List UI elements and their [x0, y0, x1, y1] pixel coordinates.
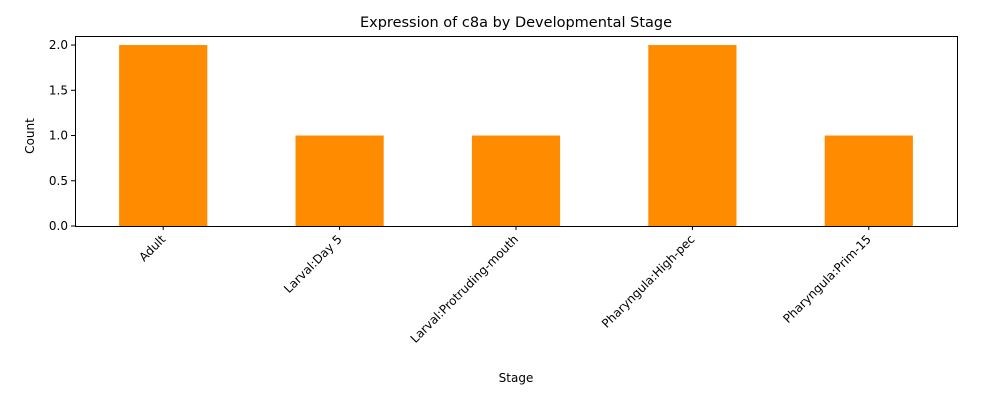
y-axis-label: Count	[23, 118, 37, 154]
chart-title: Expression of c8a by Developmental Stage	[360, 15, 672, 31]
x-tick-label-0: Adult	[136, 232, 168, 264]
y-tick-label-3: 1.5	[49, 83, 68, 97]
plot-frame	[75, 36, 958, 227]
x-axis-ticks: Adult Larval:Day 5 Larval:Protruding-mouth…	[136, 226, 874, 346]
bar-4	[824, 135, 913, 226]
x-axis-label: Stage	[499, 371, 534, 385]
bar-0	[119, 45, 208, 226]
x-tick-label-2: Larval:Protruding-mouth	[408, 232, 522, 346]
x-tick-label-1: Larval:Day 5	[281, 232, 345, 296]
y-tick-label-2: 1.0	[49, 129, 68, 143]
y-tick-label-4: 2.0	[49, 38, 68, 52]
y-tick-label-1: 0.5	[49, 174, 68, 188]
bar-1	[295, 135, 384, 226]
bars	[119, 45, 913, 226]
y-axis-ticks: 0.0 0.5 1.0 1.5 2.0	[49, 38, 75, 233]
bar-2	[471, 135, 561, 226]
x-tick-label-3: Pharyngula:High-pec	[599, 232, 697, 330]
y-tick-label-0: 0.0	[49, 219, 68, 233]
bar-3	[648, 45, 737, 226]
x-tick-label-4: Pharyngula:Prim-15	[780, 232, 874, 326]
